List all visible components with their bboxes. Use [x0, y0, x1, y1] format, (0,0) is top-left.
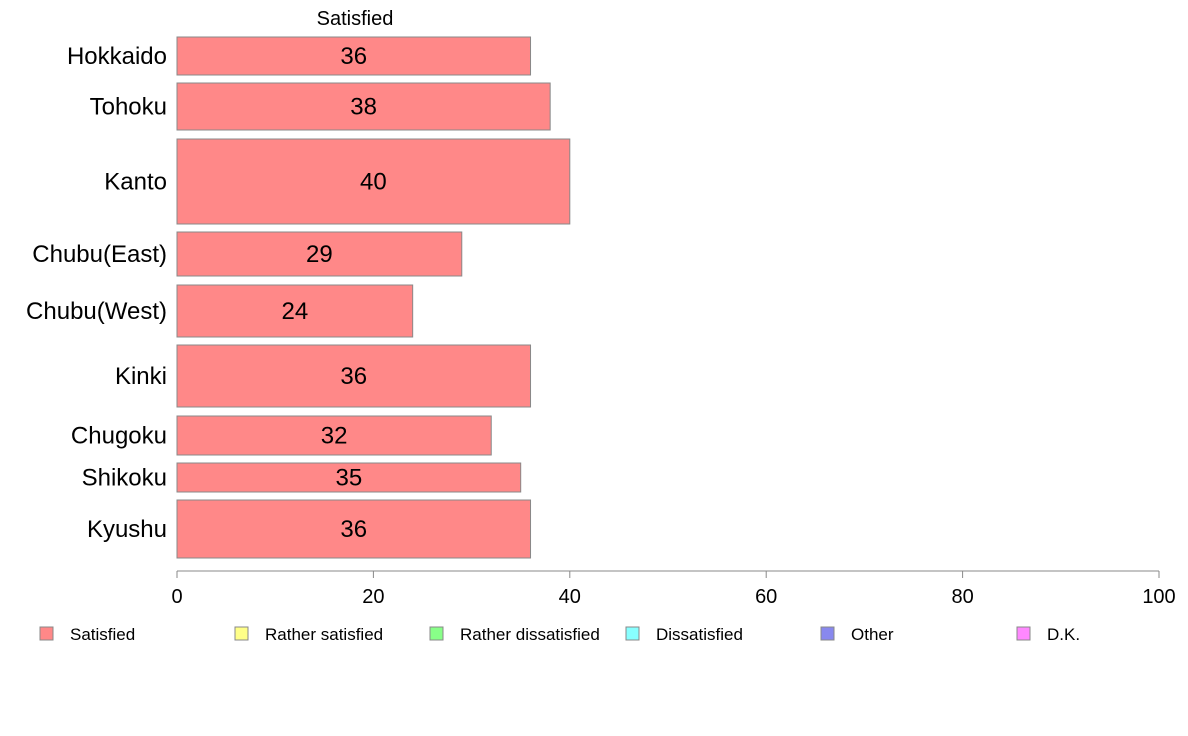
- bars-group: Hokkaido 36 Tohoku 38 Kanto 40 Chubu(East) 29 Ch…: [26, 36, 571, 559]
- bar-segment: [176, 231, 463, 277]
- category-label: Kyushu: [87, 516, 167, 543]
- legend-swatch: [429, 626, 444, 641]
- legend: Satisfied Rather satisfied Rather dissatis…: [39, 625, 1080, 644]
- category-label: Kinki: [115, 363, 167, 390]
- legend-item: Rather dissatisfied: [429, 625, 600, 644]
- legend-label: Dissatisfied: [656, 625, 743, 644]
- category-label: Tohoku: [90, 94, 167, 121]
- legend-item: D.K.: [1016, 625, 1080, 644]
- bar-segment: [176, 138, 571, 225]
- category-label: Shikoku: [82, 465, 167, 492]
- x-axis: 0 20 40 60 80 100: [171, 570, 1176, 608]
- legend-swatch: [39, 626, 54, 641]
- legend-item: Dissatisfied: [625, 625, 743, 644]
- data-label: 24: [281, 298, 308, 325]
- series-header: Satisfied: [317, 8, 394, 30]
- data-label: 40: [360, 169, 387, 196]
- category-label: Chubu(West): [26, 298, 167, 325]
- data-label: 36: [340, 43, 367, 70]
- x-tick-label: 20: [362, 586, 384, 608]
- legend-item: Satisfied: [39, 625, 135, 644]
- x-tick-label: 40: [559, 586, 581, 608]
- x-tick-label: 100: [1142, 586, 1175, 608]
- legend-swatch: [820, 626, 835, 641]
- x-tick-label: 60: [755, 586, 777, 608]
- category-label: Chugoku: [71, 423, 167, 450]
- legend-swatch: [1016, 626, 1031, 641]
- x-tick-label: 80: [951, 586, 973, 608]
- legend-item: Other: [820, 625, 894, 644]
- legend-swatch: [625, 626, 640, 641]
- data-label: 36: [340, 516, 367, 543]
- legend-label: Other: [851, 625, 894, 644]
- legend-label: Rather satisfied: [265, 625, 383, 644]
- data-label: 32: [321, 423, 348, 450]
- bar-segment: [176, 344, 532, 408]
- data-label: 38: [350, 94, 377, 121]
- bar-segment: [176, 415, 492, 456]
- x-tick-label: 0: [171, 586, 182, 608]
- bar-segment: [176, 462, 522, 493]
- legend-item: Rather satisfied: [234, 625, 383, 644]
- bar-segment: [176, 284, 414, 338]
- bar-segment: [176, 499, 532, 559]
- data-label: 29: [306, 241, 333, 268]
- legend-swatch: [234, 626, 249, 641]
- legend-label: Rather dissatisfied: [460, 625, 600, 644]
- legend-label: Satisfied: [70, 625, 135, 644]
- category-label: Chubu(East): [32, 241, 167, 268]
- category-label: Kanto: [104, 169, 167, 196]
- data-label: 35: [335, 465, 362, 492]
- data-label: 36: [340, 363, 367, 390]
- category-label: Hokkaido: [67, 43, 167, 70]
- bar-segment: [176, 36, 532, 76]
- legend-label: D.K.: [1047, 625, 1080, 644]
- bar-segment: [176, 82, 551, 131]
